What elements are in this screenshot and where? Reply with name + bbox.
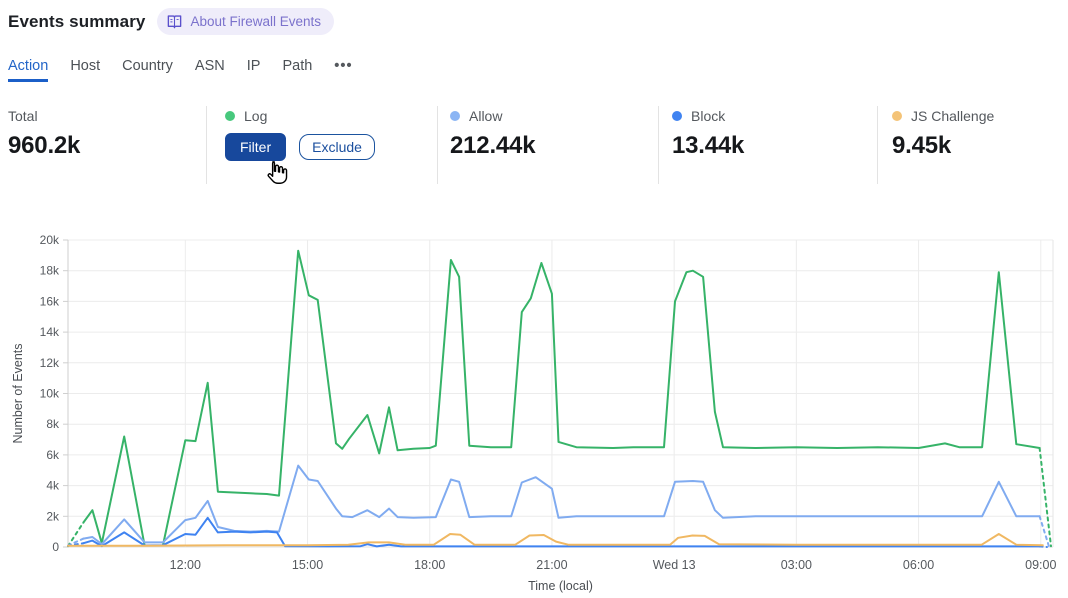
y-tick-label: 10k (40, 387, 60, 401)
x-tick-label: Wed 13 (653, 558, 696, 572)
tab-action[interactable]: Action (8, 58, 49, 82)
stat-allow: Allow 212.44k (450, 108, 536, 160)
series-allow-dashed-head (67, 537, 85, 547)
y-tick-label: 0 (52, 540, 59, 554)
series-allow-line (82, 464, 1041, 546)
x-tick-label: 15:00 (292, 558, 323, 572)
tab-ip[interactable]: IP (246, 58, 261, 74)
tab-asn[interactable]: ASN (194, 58, 225, 74)
group-by-tabs: Action Host Country ASN IP Path ••• (8, 58, 353, 82)
y-tick-label: 20k (40, 233, 60, 247)
exclude-button[interactable]: Exclude (299, 134, 375, 160)
x-axis-title: Time (local) (528, 579, 593, 593)
stat-block: Block 13.44k (672, 108, 744, 160)
about-firewall-events-badge[interactable]: About Firewall Events (157, 8, 335, 35)
series-log-dashed-tail (1038, 447, 1052, 548)
stat-total: Total 960.2k (8, 108, 80, 160)
stat-total-value: 960.2k (8, 132, 81, 159)
y-tick-label: 12k (40, 356, 60, 370)
stat-allow-value: 212.44k (450, 132, 536, 159)
y-tick-label: 18k (40, 264, 60, 278)
panel-header: Events summary About Firewall Events (8, 8, 335, 35)
y-tick-label: 16k (40, 294, 60, 308)
log-series-dot (225, 111, 235, 121)
stat-js-challenge-label: JS Challenge (911, 108, 995, 124)
series-allow-dashed-tail (1038, 515, 1050, 548)
y-tick-label: 6k (46, 448, 60, 462)
block-series-dot (672, 111, 682, 121)
stat-log-label: Log (244, 108, 268, 124)
x-tick-label: 12:00 (170, 558, 201, 572)
stat-js-challenge-value: 9.45k (892, 132, 952, 159)
y-tick-label: 8k (46, 417, 60, 431)
stat-block-label: Block (691, 108, 726, 124)
more-tabs-button[interactable]: ••• (334, 58, 353, 74)
y-tick-label: 4k (46, 479, 60, 493)
stats-divider (437, 106, 438, 184)
x-tick-label: 03:00 (781, 558, 812, 572)
stat-total-label: Total (8, 108, 38, 124)
y-tick-label: 14k (40, 325, 60, 339)
stats-divider (658, 106, 659, 184)
badge-label: About Firewall Events (190, 13, 322, 29)
tab-path[interactable]: Path (282, 58, 313, 74)
stat-log: Log Filter Exclude (225, 108, 375, 161)
series-block-dashed-tail (1038, 545, 1048, 548)
open-book-icon (168, 15, 182, 29)
series-log-line (82, 249, 1041, 547)
x-tick-label: 06:00 (903, 558, 934, 572)
stat-block-value: 13.44k (672, 132, 745, 159)
y-tick-label: 2k (46, 509, 60, 523)
x-tick-label: 18:00 (414, 558, 445, 572)
filter-button[interactable]: Filter (225, 133, 287, 161)
tab-host[interactable]: Host (70, 58, 101, 74)
x-tick-label: 09:00 (1025, 558, 1056, 572)
series-log-dashed-head (67, 521, 85, 548)
series-js-challenge-line (67, 533, 1044, 547)
page-title: Events summary (8, 11, 146, 31)
x-tick-label: 21:00 (536, 558, 567, 572)
tab-country[interactable]: Country (122, 58, 173, 74)
stat-allow-label: Allow (469, 108, 503, 124)
stats-divider (206, 106, 207, 184)
stat-js-challenge: JS Challenge 9.45k (892, 108, 994, 160)
y-axis-title: Number of Events (11, 343, 25, 443)
js-challenge-series-dot (892, 111, 902, 121)
stats-divider (877, 106, 878, 184)
allow-series-dot (450, 111, 460, 121)
